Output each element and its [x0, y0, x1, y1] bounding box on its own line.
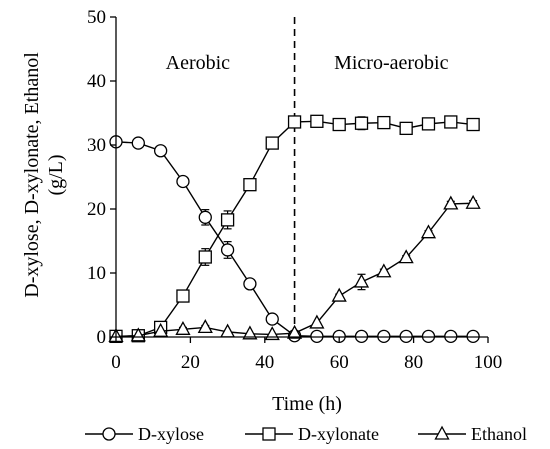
- data-point: [286, 324, 303, 339]
- data-point: [176, 174, 190, 189]
- data-point: [130, 327, 146, 342]
- data-point: [331, 287, 347, 302]
- x-tick-label: 100: [474, 352, 503, 373]
- data-point: [376, 263, 392, 278]
- data-point: [332, 117, 346, 132]
- axes: 0 10 20 30 40 50 0 20 40 60 80 100: [87, 7, 502, 373]
- data-point: [243, 178, 257, 192]
- data-point: [265, 312, 279, 326]
- data-point: [354, 116, 369, 130]
- data-point: [198, 210, 212, 224]
- x-tick-label: 60: [330, 352, 349, 373]
- legend-label: D-xylose: [138, 424, 204, 444]
- annotation-micro-aerobic: Micro-aerobic: [334, 52, 449, 74]
- y-tick-label: 40: [87, 71, 106, 92]
- y-axis-title: D-xylose, D-xylonate, Ethanol (g/L): [21, 52, 67, 298]
- x-axis-title: Time (h): [272, 393, 342, 415]
- y-tick-label: 30: [87, 135, 106, 156]
- data-point: [243, 277, 257, 291]
- legend-item: Ethanol: [418, 424, 527, 444]
- data-point: [443, 195, 459, 210]
- data-point: [466, 117, 480, 132]
- data-point: [176, 289, 190, 303]
- data-point: [420, 224, 437, 239]
- x-tick-label: 80: [404, 352, 423, 373]
- data-point: [242, 325, 258, 340]
- legend: D-xylose D-xylonate Ethanol: [85, 424, 527, 444]
- y-axis-title-line-1: D-xylose, D-xylonate, Ethanol: [21, 52, 43, 298]
- data-point: [265, 136, 279, 150]
- data-point: [220, 243, 235, 257]
- data-point: [197, 319, 213, 334]
- data-point: [310, 114, 324, 128]
- legend-item: D-xylose: [85, 424, 204, 444]
- data-point: [287, 115, 302, 129]
- y-tick-label: 50: [87, 7, 106, 28]
- data-point: [309, 314, 325, 329]
- data-point: [353, 273, 370, 288]
- data-point: [175, 320, 191, 335]
- legend-marker: [434, 425, 450, 440]
- x-tick-label: 0: [111, 352, 121, 373]
- data-point: [465, 194, 481, 209]
- data-point: [399, 121, 413, 136]
- series-square: [109, 114, 480, 344]
- data-point: [220, 213, 235, 227]
- data-point: [421, 117, 436, 131]
- y-tick-label: 10: [87, 263, 106, 284]
- legend-marker: [102, 427, 116, 441]
- x-tick-label: 40: [255, 352, 274, 373]
- legend-item: D-xylonate: [245, 424, 379, 444]
- legend-label: D-xylonate: [298, 424, 379, 444]
- data-point: [153, 322, 169, 337]
- data-point: [153, 144, 168, 158]
- data-series: [108, 114, 481, 344]
- annotation-aerobic: Aerobic: [166, 52, 231, 74]
- legend-marker: [262, 427, 276, 441]
- data-point: [198, 250, 212, 264]
- data-point: [377, 115, 391, 130]
- y-tick-label: 20: [87, 199, 106, 220]
- y-axis-title-line-2: (g/L): [45, 154, 67, 195]
- data-point: [398, 249, 414, 264]
- y-tick-label: 0: [97, 327, 107, 348]
- x-tick-label: 20: [181, 352, 200, 373]
- data-point: [444, 115, 458, 129]
- data-point: [131, 136, 145, 150]
- legend-label: Ethanol: [471, 424, 527, 444]
